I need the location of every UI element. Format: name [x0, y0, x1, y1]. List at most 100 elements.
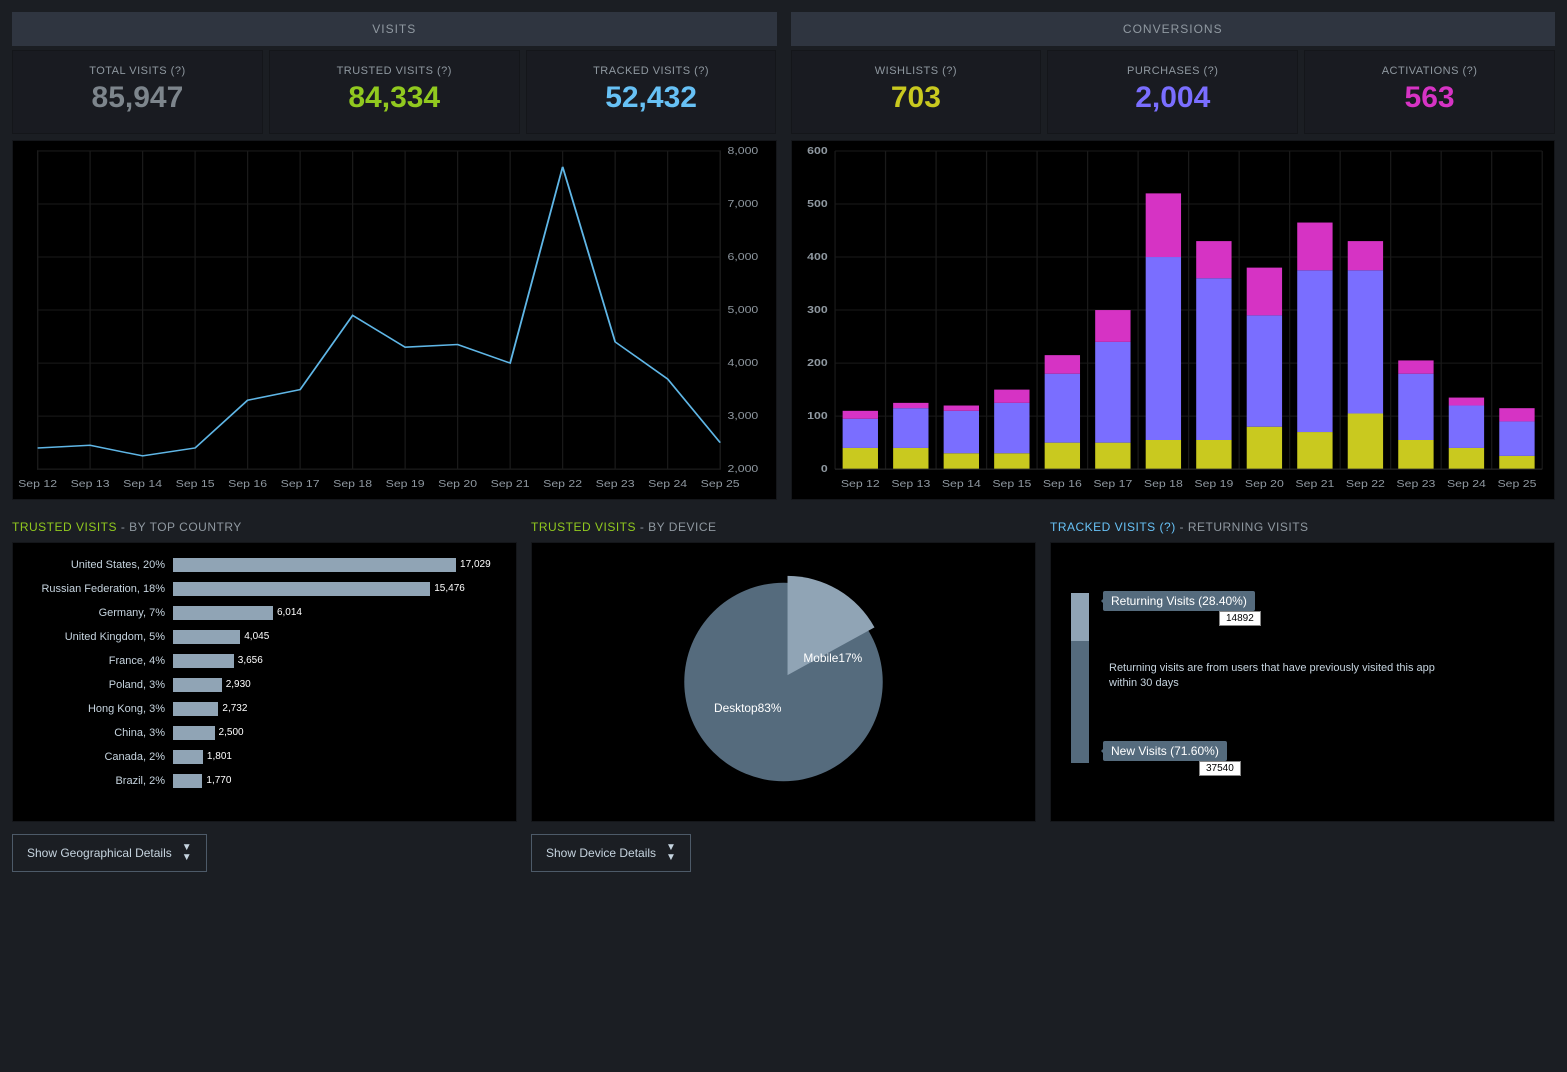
svg-text:Sep 24: Sep 24 — [648, 479, 687, 490]
country-bar — [173, 654, 234, 668]
stat-label: WISHLISTS (?) — [792, 65, 1041, 77]
country-label: Hong Kong, 3% — [23, 703, 173, 715]
country-label: Russian Federation, 18% — [23, 583, 173, 595]
svg-text:Sep 22: Sep 22 — [1345, 479, 1384, 490]
conversions-header: CONVERSIONS — [791, 12, 1556, 46]
stat-value: 85,947 — [13, 81, 262, 115]
svg-text:300: 300 — [807, 305, 827, 316]
country-bar — [173, 726, 215, 740]
top-row: VISITS TOTAL VISITS (?)85,947TRUSTED VIS… — [12, 12, 1555, 500]
svg-text:Sep 15: Sep 15 — [992, 479, 1031, 490]
stat-value: 84,334 — [270, 81, 519, 115]
country-bar — [173, 750, 203, 764]
country-value: 2,500 — [215, 726, 244, 740]
country-bar-wrap: 4,045 — [173, 630, 506, 644]
conversions-section: CONVERSIONS WISHLISTS (?)703PURCHASES (?… — [791, 12, 1556, 500]
svg-text:Sep 18: Sep 18 — [1143, 479, 1182, 490]
country-bar — [173, 774, 202, 788]
show-device-label: Show Device Details — [546, 846, 656, 860]
country-label: China, 3% — [23, 727, 173, 739]
svg-text:3,000: 3,000 — [728, 411, 759, 422]
returning-title-rest: - RETURNING VISITS — [1176, 520, 1309, 534]
country-value: 2,930 — [222, 678, 251, 692]
svg-text:Sep 25: Sep 25 — [1497, 479, 1536, 490]
country-row: Brazil, 2% 1,770 — [23, 769, 506, 793]
by-country-title-rest: - BY TOP COUNTRY — [117, 520, 242, 534]
stat-value: 703 — [792, 81, 1041, 115]
country-bar-wrap: 2,930 — [173, 678, 506, 692]
svg-text:Sep 12: Sep 12 — [18, 479, 57, 490]
svg-text:500: 500 — [807, 199, 827, 210]
stat-label: ACTIVATIONS (?) — [1305, 65, 1554, 77]
conversions-bar-chart: 0100200300400500600Sep 12Sep 13Sep 14Sep… — [791, 140, 1556, 500]
svg-text:5,000: 5,000 — [728, 305, 759, 316]
by-device-title-accent: TRUSTED VISITS — [531, 520, 636, 534]
by-country-title: TRUSTED VISITS - BY TOP COUNTRY — [12, 520, 517, 534]
country-value: 6,014 — [273, 606, 302, 620]
by-device-panel: TRUSTED VISITS - BY DEVICE Desktop83%Mob… — [531, 520, 1036, 872]
svg-text:Sep 23: Sep 23 — [1396, 479, 1435, 490]
country-label: Brazil, 2% — [23, 775, 173, 787]
country-bar — [173, 606, 273, 620]
svg-text:Sep 16: Sep 16 — [228, 479, 267, 490]
country-label: France, 4% — [23, 655, 173, 667]
conversions-stats-row: WISHLISTS (?)703PURCHASES (?)2,004ACTIVA… — [791, 50, 1556, 134]
svg-text:Sep 13: Sep 13 — [71, 479, 110, 490]
country-row: Canada, 2%1,801 — [23, 745, 506, 769]
stat-value: 563 — [1305, 81, 1554, 115]
returning-desc: Returning visits are from users that hav… — [1109, 661, 1449, 692]
svg-text:Sep 17: Sep 17 — [1093, 479, 1132, 490]
country-bar — [173, 582, 430, 596]
country-row: Hong Kong, 3%2,732 — [23, 697, 506, 721]
stat-label: PURCHASES (?) — [1048, 65, 1297, 77]
by-country-panel: TRUSTED VISITS - BY TOP COUNTRY United S… — [12, 520, 517, 872]
country-bar-wrap: 6,014 — [173, 606, 506, 620]
returning-visits-count: 14892 — [1219, 611, 1261, 626]
visits-header: VISITS — [12, 12, 777, 46]
svg-text:Sep 14: Sep 14 — [123, 479, 162, 490]
returning-title-help[interactable]: (?) — [1156, 520, 1176, 534]
stat-box: TOTAL VISITS (?)85,947 — [12, 50, 263, 134]
svg-text:Sep 20: Sep 20 — [438, 479, 477, 490]
returning-visits-panel: TRACKED VISITS (?) - RETURNING VISITS Re… — [1050, 520, 1555, 872]
returning-visits-callout: Returning Visits (28.40%) — [1103, 591, 1255, 611]
svg-text:Sep 19: Sep 19 — [1194, 479, 1233, 490]
returning-title-accent: TRACKED VISITS — [1050, 520, 1156, 534]
svg-text:Sep 15: Sep 15 — [176, 479, 215, 490]
svg-text:Sep 14: Sep 14 — [941, 479, 980, 490]
show-geographical-details-button[interactable]: Show Geographical Details ▼▼ — [12, 834, 207, 872]
country-bar-wrap: 1,770 — [173, 774, 506, 788]
chevron-down-icon: ▼▼ — [666, 843, 676, 863]
country-bar-wrap: 2,732 — [173, 702, 506, 716]
returning-body: Returning Visits (28.40%) 14892 Returnin… — [1050, 542, 1555, 822]
svg-text:600: 600 — [807, 146, 827, 157]
country-row: Germany, 7%6,014 — [23, 601, 506, 625]
svg-text:Mobile17%: Mobile17% — [803, 651, 862, 665]
bottom-row: TRUSTED VISITS - BY TOP COUNTRY United S… — [12, 520, 1555, 872]
returning-stacked-bar — [1071, 593, 1089, 763]
returning-title: TRACKED VISITS (?) - RETURNING VISITS — [1050, 520, 1555, 534]
country-row: United States, 20%17,029 — [23, 553, 506, 577]
new-visits-callout: New Visits (71.60%) — [1103, 741, 1227, 761]
svg-text:400: 400 — [807, 252, 827, 263]
visits-section: VISITS TOTAL VISITS (?)85,947TRUSTED VIS… — [12, 12, 777, 500]
country-value: 1,770 — [202, 774, 231, 788]
country-bar — [173, 702, 218, 716]
svg-text:Sep 23: Sep 23 — [596, 479, 635, 490]
stat-box: TRACKED VISITS (?)52,432 — [526, 50, 777, 134]
svg-text:Sep 20: Sep 20 — [1244, 479, 1283, 490]
svg-text:6,000: 6,000 — [728, 252, 759, 263]
by-device-title-rest: - BY DEVICE — [636, 520, 716, 534]
chevron-down-icon: ▼▼ — [182, 843, 192, 863]
stat-box: PURCHASES (?)2,004 — [1047, 50, 1298, 134]
returning-segment — [1071, 593, 1089, 641]
country-label: United Kingdom, 5% — [23, 631, 173, 643]
country-value: 3,656 — [234, 654, 263, 668]
country-bar-wrap: 17,029 — [173, 558, 506, 572]
stat-box: ACTIVATIONS (?) 563 — [1304, 50, 1555, 134]
country-value: 4,045 — [240, 630, 269, 644]
show-device-details-button[interactable]: Show Device Details ▼▼ — [531, 834, 691, 872]
country-value: 15,476 — [430, 582, 465, 596]
stat-box: TRUSTED VISITS (?) 84,334 — [269, 50, 520, 134]
stat-label: TRUSTED VISITS (?) — [270, 65, 519, 77]
